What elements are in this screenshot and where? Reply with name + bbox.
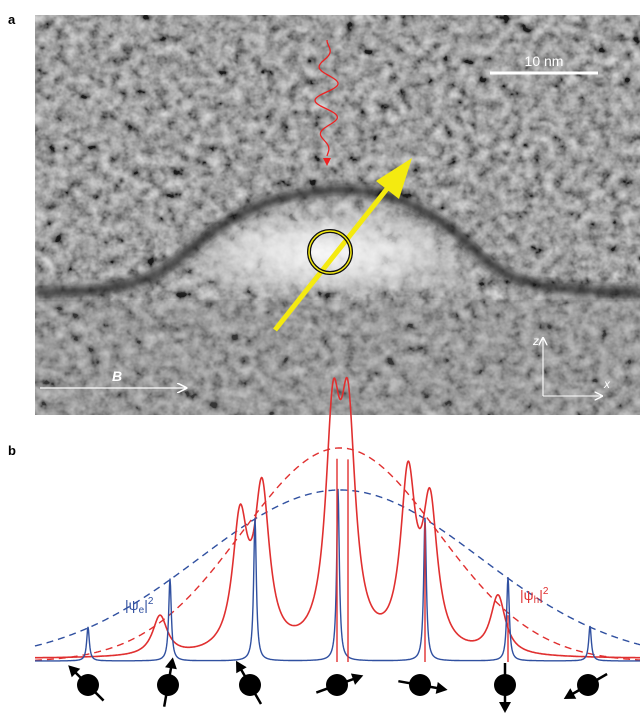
spin-arrow-head (165, 657, 177, 670)
scale-bar-label: 10 nm (525, 53, 564, 69)
spin (239, 674, 261, 696)
spin (577, 674, 599, 696)
hole-label: |ψh|2 (520, 586, 549, 606)
spin (157, 674, 179, 696)
electron-envelope (34, 489, 640, 647)
panel-label: a (8, 12, 16, 27)
electron-label: |ψe|2 (125, 596, 154, 616)
spin-arrow-head (435, 682, 448, 694)
spin (77, 674, 99, 696)
hole-envelope (35, 447, 640, 661)
spin-arrow-head (350, 673, 364, 685)
spin (494, 674, 516, 696)
field-label: B (112, 368, 122, 384)
wavefunction-curves (34, 376, 640, 662)
spin (409, 674, 431, 696)
spin-arrow-head (499, 702, 511, 713)
spin-arrow-head (563, 688, 577, 699)
spins (68, 657, 608, 713)
spin-arrow-head (68, 665, 81, 678)
hole-density (35, 376, 640, 659)
x-axis-label: x (603, 377, 611, 391)
panel-label: b (8, 443, 16, 458)
spin (326, 674, 348, 696)
z-axis-label: z (532, 334, 539, 348)
micrograph (35, 15, 640, 415)
spin-arrow-head (236, 660, 247, 674)
